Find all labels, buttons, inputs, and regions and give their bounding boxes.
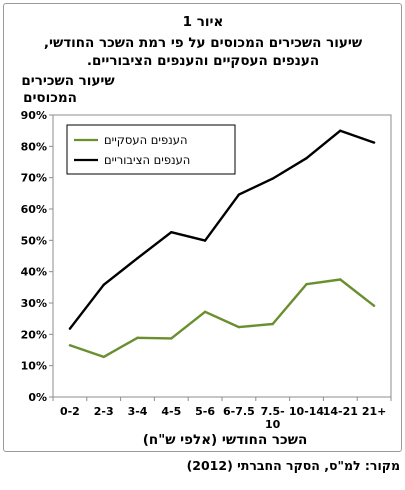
y-axis: 0% 10% 20% 30% 40% 50% 60% 70% 80% 90% bbox=[21, 109, 53, 404]
data-point-public bbox=[339, 129, 342, 132]
data-point-public bbox=[203, 239, 207, 242]
legend-box bbox=[66, 124, 236, 175]
x-tick-label: 4-5 bbox=[161, 405, 181, 418]
line-chart: איור 1 שיעור השכירים המכוסים על פי רמת ה… bbox=[21, 14, 392, 448]
y-tick-label: 50% bbox=[21, 234, 47, 247]
y-tick-label: 60% bbox=[21, 203, 47, 216]
series-line-public bbox=[68, 129, 375, 330]
data-point-public bbox=[170, 230, 173, 234]
y-axis-label-line-1: שיעור השכירים bbox=[21, 73, 115, 89]
data-point-public bbox=[136, 256, 139, 260]
data-point-public bbox=[102, 283, 105, 287]
x-tick-label: 3-4 bbox=[128, 405, 148, 418]
data-point-business bbox=[203, 310, 207, 313]
x-tick-label: 10 bbox=[265, 418, 281, 431]
data-point-public bbox=[372, 141, 376, 144]
y-tick-label: 10% bbox=[21, 360, 47, 373]
data-point-public bbox=[68, 327, 72, 330]
y-tick-label: 20% bbox=[21, 328, 47, 341]
data-point-business bbox=[68, 344, 72, 347]
data-point-business bbox=[237, 325, 241, 329]
data-point-business bbox=[271, 322, 274, 326]
chart-subtitle-line-1: שיעור השכירים המכוסים על פי רמת השכר החו… bbox=[44, 35, 363, 51]
x-axis-label: השכר החודשי (אלפי ש"ח) bbox=[143, 432, 307, 448]
y-tick-label: 30% bbox=[21, 297, 47, 310]
data-point-business bbox=[102, 355, 105, 359]
x-tick-label: 10-14 bbox=[289, 405, 325, 418]
x-tick-label: 7.5- bbox=[261, 405, 285, 418]
data-point-business bbox=[339, 278, 342, 281]
x-tick-label: 6-7.5 bbox=[223, 405, 255, 418]
data-point-business bbox=[170, 337, 173, 340]
data-point-business bbox=[372, 304, 376, 308]
series-layer bbox=[68, 129, 376, 359]
x-tick-label: 2-3 bbox=[94, 405, 114, 418]
y-tick-label: 0% bbox=[28, 391, 47, 404]
legend-label-public: הענפים הציבוריים bbox=[104, 153, 190, 167]
y-tick-label: 40% bbox=[21, 266, 47, 279]
x-tick-label: 0-2 bbox=[60, 405, 80, 418]
y-tick-label: 80% bbox=[21, 140, 47, 153]
data-point-public bbox=[305, 157, 308, 160]
data-point-business bbox=[305, 283, 308, 286]
data-point-business bbox=[136, 336, 139, 339]
chart-subtitle-line-2: הענפים העסקיים והענפים הציבוריים. bbox=[87, 53, 319, 69]
source-note: מקור: למ"ס, הסקר החברתי (2012) bbox=[186, 458, 400, 473]
x-tick-label: 21+ bbox=[362, 405, 387, 418]
data-point-public bbox=[271, 177, 274, 180]
y-tick-label: 90% bbox=[21, 109, 47, 122]
x-tick-label: 14-21 bbox=[323, 405, 358, 418]
x-tick-label: 5-6 bbox=[195, 405, 215, 418]
chart-title: איור 1 bbox=[183, 14, 224, 30]
legend: הענפים העסקיים הענפים הציבוריים bbox=[66, 124, 236, 175]
series-line-business bbox=[69, 278, 375, 359]
figure-frame bbox=[3, 3, 402, 452]
data-point-public bbox=[237, 193, 241, 196]
y-axis-label-line-2: המכוסים bbox=[23, 90, 77, 106]
legend-label-business: הענפים העסקיים bbox=[104, 133, 187, 147]
y-tick-label: 70% bbox=[21, 172, 47, 185]
